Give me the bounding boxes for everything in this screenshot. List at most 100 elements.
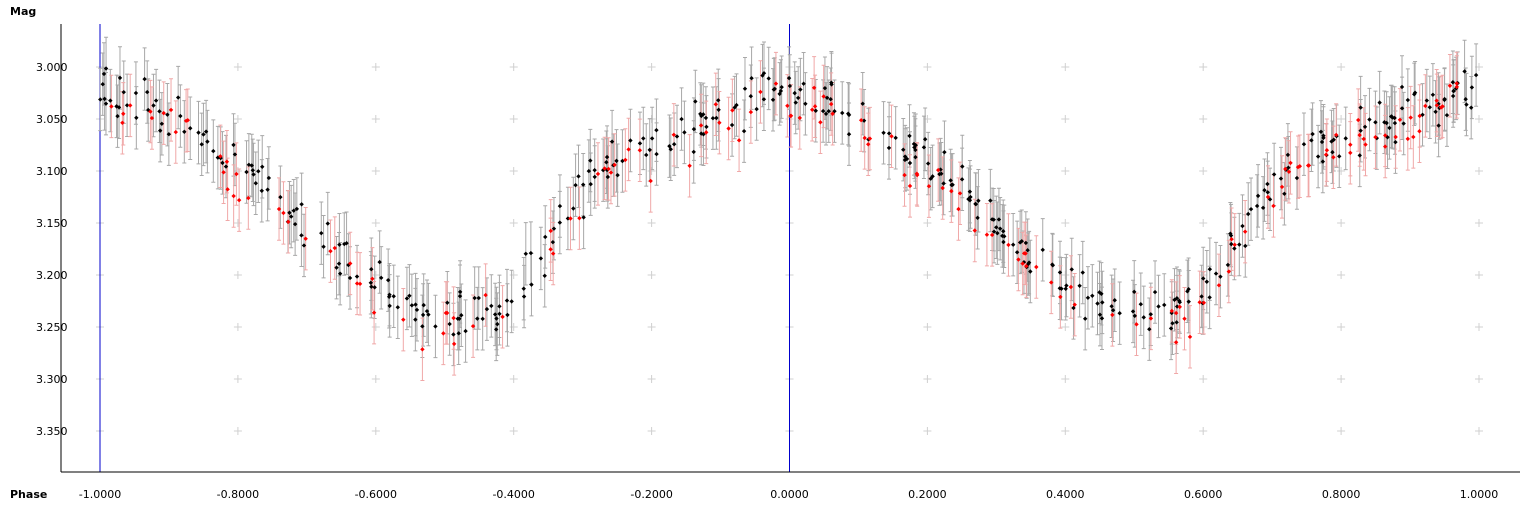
data-point-black [1294,175,1300,181]
data-point-red [1382,144,1388,149]
data-point-red [357,281,363,287]
data-point-black [1358,105,1363,110]
data-point-black [497,304,502,309]
data-point-black [975,215,980,221]
data-point-black [679,116,684,122]
data-point-red [713,102,718,107]
data-point-black [1374,135,1380,141]
data-point-red [984,232,990,237]
data-point-black [404,296,410,301]
data-point-red [348,261,353,266]
data-point-black [211,148,216,154]
data-point-black [748,93,753,99]
data-point-black [699,113,704,119]
data-point-red [1034,264,1039,270]
data-point-red [236,197,242,203]
data-point-red [276,206,282,212]
data-point-red [889,134,894,139]
y-tick-label: 3.300 [36,373,68,386]
data-point-red [1423,103,1428,109]
data-point-black [734,102,739,108]
data-point-red [612,162,617,168]
data-point-black [188,126,193,131]
data-point-black [761,97,767,102]
data-point-red [1383,133,1388,138]
data-point-black [912,145,917,150]
data-point-red [1173,340,1179,345]
data-point-black [1207,295,1212,300]
data-point-red [1324,148,1330,153]
data-point-black [1262,188,1267,193]
data-point-red [866,142,871,147]
data-point-black [1329,139,1334,144]
data-point-black [1462,69,1467,74]
data-point-red [810,107,815,112]
data-point-black [1463,97,1468,102]
data-point-red [748,109,754,115]
data-point-red [483,292,488,298]
data-point-red [444,310,450,316]
data-point-black [344,240,349,246]
data-point-black [354,274,360,279]
data-point-black [1148,312,1153,317]
data-point-black [378,275,384,281]
data-point-black [628,138,633,143]
data-point-red [788,113,793,119]
data-point-black [1147,327,1152,332]
data-point-red [797,115,802,121]
data-point-red [234,171,239,177]
grid-plus [1199,219,1208,227]
data-point-black [196,130,201,135]
grid-plus [233,323,242,331]
data-point-black [1468,105,1474,110]
data-point-black [456,331,461,336]
data-point-black [1260,205,1266,211]
data-point-black [742,86,748,91]
data-point-black [337,242,342,247]
data-point-black [1405,97,1411,103]
data-point-black [557,203,563,209]
data-point-black [1436,123,1441,128]
data-point-black [1240,223,1245,229]
grid-plus [1337,271,1346,279]
data-point-black [1019,239,1024,244]
data-point-black [1473,72,1479,78]
data-point-red [736,138,742,143]
data-point-black [409,303,415,308]
data-point-red [698,123,704,128]
data-point-black [489,303,494,309]
data-point-black [604,160,609,165]
data-point-black [1453,86,1459,91]
data-point-black [1301,142,1307,147]
data-point-black [413,317,418,322]
data-point-red [914,171,920,176]
data-point-black [786,75,792,81]
data-point-black [959,177,965,182]
data-point-black [334,265,339,270]
data-point-black [521,286,526,291]
grid-plus [233,219,242,227]
data-point-black [1050,262,1055,267]
data-point-black [1433,109,1438,114]
data-point-black [588,158,593,163]
data-point-black [1001,229,1006,234]
grid-plus [1475,115,1483,123]
data-point-black [1451,88,1456,94]
data-point-red [328,248,333,254]
data-point-black [792,90,797,96]
grid-plus [509,427,518,435]
data-point-red [128,103,133,108]
grid-plus [509,219,518,227]
data-point-black [901,147,906,152]
grid-plus [1199,427,1208,435]
grid-plus [509,375,518,383]
data-point-black [829,80,834,85]
data-point-red [1447,83,1453,88]
data-point-red [1279,184,1285,190]
data-point-red [441,331,446,336]
data-point-black [793,100,798,105]
data-point-red [1434,98,1439,103]
data-point-red [623,157,628,163]
data-point-black [1385,135,1390,140]
data-point-black [840,110,845,116]
